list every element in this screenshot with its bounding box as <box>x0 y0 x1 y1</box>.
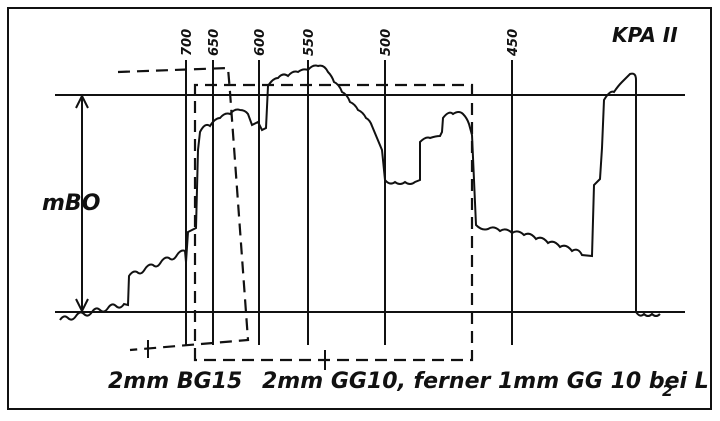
wavelength-label: 650 <box>207 29 222 56</box>
filter-right-subscript: 2 <box>662 381 673 400</box>
axis-label: mBO <box>42 191 100 216</box>
filter-left: 2mm BG15 <box>108 369 242 394</box>
wavelength-label: 700 <box>180 29 195 56</box>
wavelength-label: 450 <box>506 29 521 57</box>
wavelength-lines: 700 650 600 550 500 450 <box>180 29 521 345</box>
curve <box>59 64 661 321</box>
mbo-arrow <box>75 93 89 314</box>
frame <box>7 7 712 410</box>
wavelength-label: 500 <box>379 29 394 56</box>
wavelength-label: 600 <box>253 29 268 56</box>
filter-bg15-outline <box>117 66 250 352</box>
wavelength-label: 550 <box>302 29 317 56</box>
filter-gg10-outline <box>193 83 474 362</box>
title: KPA II <box>612 23 678 47</box>
filter-right: 2mm GG10, ferner 1mm GG 10 bei L <box>262 369 709 394</box>
